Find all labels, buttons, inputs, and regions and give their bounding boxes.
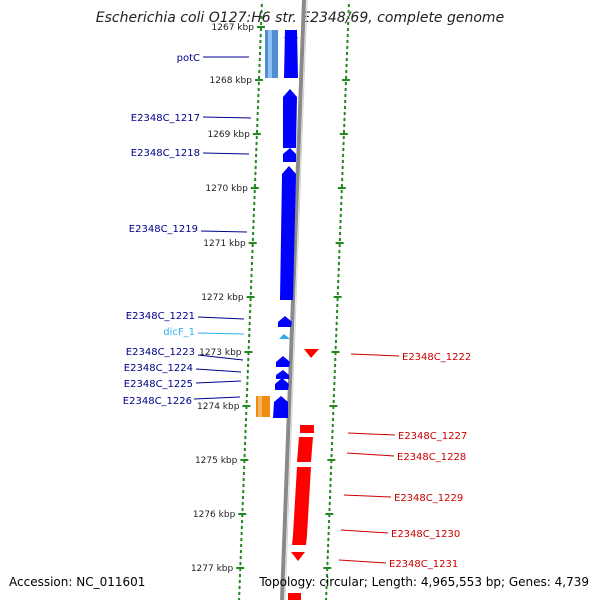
reverse-gene-label: E2348C_1231: [389, 559, 458, 570]
tick-label: 1274 kbp: [197, 402, 240, 412]
forward-gene-label: E2348C_1219: [129, 224, 198, 235]
forward-rna-dicF_1-arrow: [279, 334, 290, 339]
reverse-gene-1228-arrow: [297, 437, 313, 462]
forward-gene-label: E2348C_1223: [126, 347, 195, 358]
reverse-gene-1231-arrow: [291, 552, 305, 561]
reverse-gene-1230-arrow: [292, 535, 307, 545]
tick-label: 1267 kbp: [212, 23, 255, 33]
reverse-gene-label: E2348C_1229: [394, 493, 463, 504]
tick-label: 1271 kbp: [203, 239, 246, 249]
reverse-gene-label: E2348C_1230: [391, 529, 460, 540]
forward-gene-label: potC: [177, 53, 200, 64]
accession-text: Accession: NC_011601: [9, 575, 146, 589]
tick-label: 1277 kbp: [191, 564, 234, 574]
tick-dots-left: [238, 4, 263, 600]
forward-gene-1225-arrow: [275, 378, 289, 390]
feature-potC-highlight: [268, 30, 272, 78]
tick-labels: 1267 kbp 1268 kbp 1269 kbp 1270 kbp 1271 kbp…: [191, 23, 350, 574]
tick-label: 1273 kbp: [199, 348, 242, 358]
reverse-gene-bottom-block: [288, 593, 301, 600]
other-feature-highlight: [258, 396, 262, 417]
forward-gene-1223-arrow: [276, 356, 290, 367]
reverse-gene-label: E2348C_1227: [398, 431, 467, 442]
forward-gene-label: E2348C_1221: [126, 311, 195, 322]
forward-gene-label: dicF_1: [163, 327, 195, 338]
forward-gene-label: E2348C_1226: [123, 396, 192, 407]
reverse-gene-1227-arrow: [300, 425, 314, 433]
forward-gene-top-arrow: [284, 30, 298, 38]
topology-text: Topology: circular; Length: 4,965,553 bp…: [259, 575, 589, 589]
reverse-gene-1222-arrow: [304, 349, 319, 358]
map-title: Escherichia coli O127:H6 str. E2348/69, …: [95, 10, 505, 26]
forward-gene-1224-arrow: [276, 370, 289, 379]
forward-gene-1221-arrow: [278, 316, 292, 327]
forward-gene-label: E2348C_1217: [131, 113, 200, 124]
forward-gene-label: E2348C_1225: [124, 379, 193, 390]
tick-label: 1275 kbp: [195, 456, 238, 466]
forward-gene-1218-arrow: [283, 148, 296, 162]
forward-gene-label: E2348C_1224: [124, 363, 193, 374]
tick-label: 1272 kbp: [201, 293, 244, 303]
tick-label: 1276 kbp: [193, 510, 236, 520]
forward-gene-labels: potC E2348C_1217 E2348C_1218 E2348C_1219 E23…: [123, 53, 252, 407]
forward-gene-1219-arrow: [280, 166, 296, 300]
tick-label: 1269 kbp: [207, 130, 250, 140]
tick-dots-right: [325, 4, 350, 600]
tick-label: 1270 kbp: [205, 184, 248, 194]
outer-boundary-line: [284, 0, 308, 600]
reverse-gene-label: E2348C_1228: [397, 452, 466, 463]
reverse-gene-1229-arrow: [293, 467, 311, 535]
forward-gene-potC-arrow: [284, 30, 298, 78]
tick-label: 1268 kbp: [210, 76, 253, 86]
forward-gene-1226-arrow: [273, 396, 288, 418]
reverse-gene-label: E2348C_1222: [402, 352, 471, 363]
reverse-gene-labels: E2348C_1222 E2348C_1227 E2348C_1228 E2348C_…: [338, 352, 471, 570]
forward-gene-1217-arrow: [283, 89, 297, 148]
forward-gene-label: E2348C_1218: [131, 148, 200, 159]
